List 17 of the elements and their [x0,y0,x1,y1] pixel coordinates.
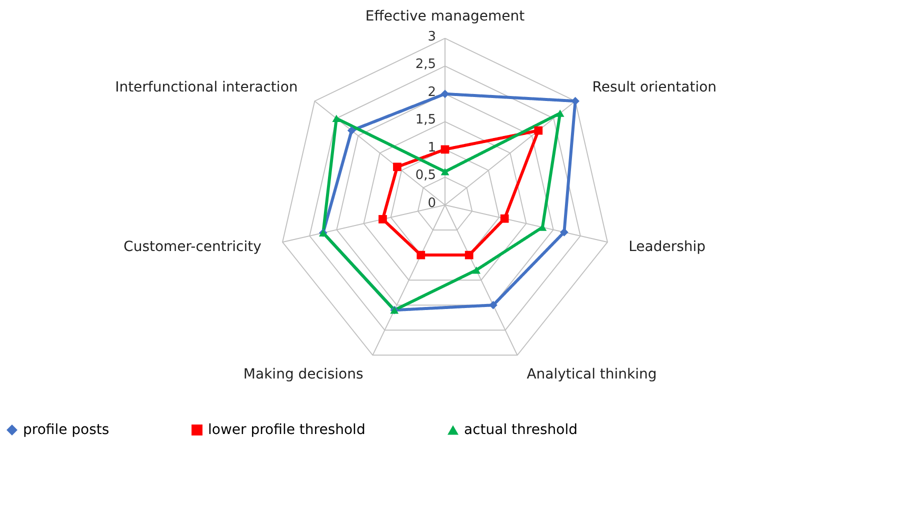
legend-label: lower profile threshold [208,422,366,438]
y-tick-label: 2 [428,84,436,100]
y-tick-label: 1,5 [415,112,436,128]
y-tick-label: 2,5 [415,57,436,72]
spoke-label: Interfunctional interaction [115,80,298,96]
spoke-label: Result orientation [592,80,717,96]
y-tick-label: 0,5 [415,168,436,184]
legend-label: profile posts [23,422,110,438]
y-tick-label: 1 [428,140,436,156]
spoke-label: Making decisions [243,366,364,383]
spoke-label: Effective management [365,8,526,25]
legend-label: actual threshold [464,422,578,438]
y-tick-label: 3 [428,29,436,44]
spoke-label: Leadership [628,238,706,255]
spoke-label: Customer-centricity [124,238,262,255]
y-tick-label: 0 [428,196,436,211]
spoke-label: Analytical thinking [526,366,657,383]
